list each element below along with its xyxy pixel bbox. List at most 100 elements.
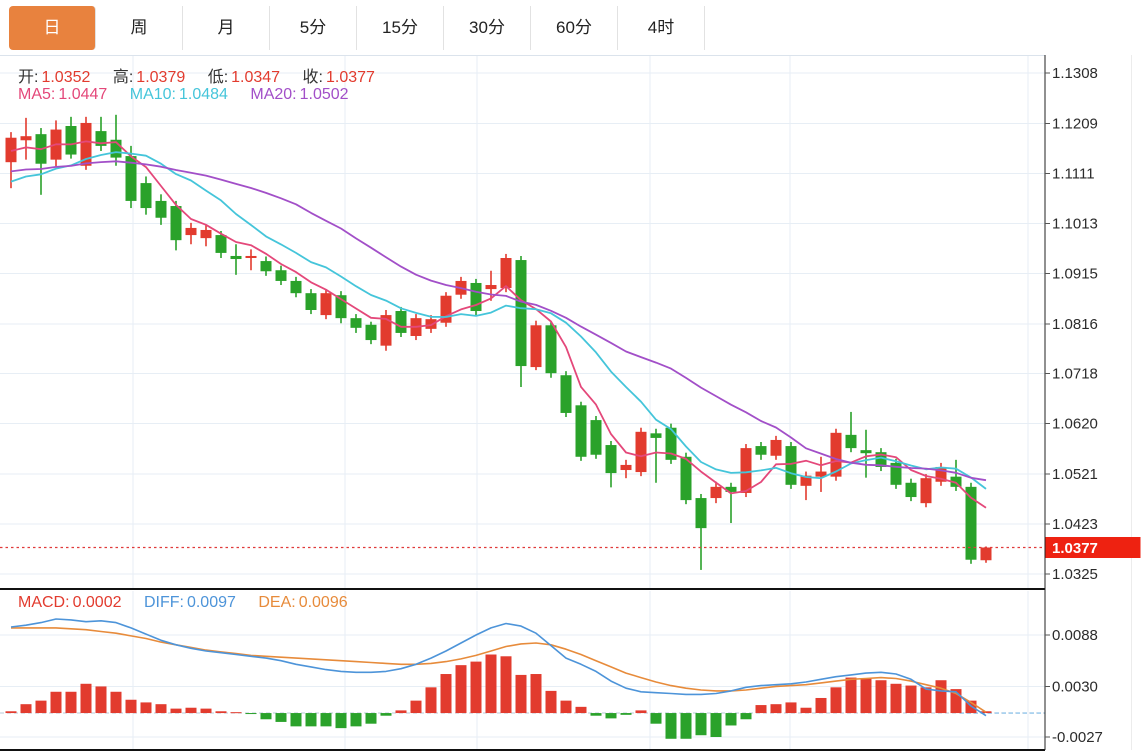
candle-body bbox=[290, 280, 302, 294]
candle-body bbox=[875, 452, 887, 467]
macd-bar bbox=[815, 697, 827, 714]
macd-lines bbox=[10, 618, 987, 717]
candle-body bbox=[425, 319, 437, 329]
candle-body bbox=[860, 450, 872, 454]
candle-body bbox=[545, 325, 557, 374]
candle-body bbox=[185, 227, 197, 236]
candle-body bbox=[830, 432, 842, 477]
candle-body bbox=[125, 156, 137, 201]
candle-body bbox=[755, 446, 767, 455]
candle-body bbox=[215, 235, 227, 253]
candle-body bbox=[770, 439, 782, 456]
macd-bar bbox=[245, 713, 257, 715]
candle-body bbox=[575, 405, 587, 457]
macd-bar bbox=[125, 699, 137, 714]
axis-tick-label: 1.0816 bbox=[1052, 316, 1098, 333]
macd-bar bbox=[140, 702, 152, 714]
candle-body bbox=[275, 270, 287, 281]
candle-body bbox=[500, 258, 512, 289]
candle-body bbox=[320, 293, 332, 316]
macd-bar bbox=[350, 713, 362, 727]
gridlines bbox=[0, 55, 1045, 749]
macd-bar bbox=[695, 713, 707, 736]
candle-body bbox=[560, 375, 572, 413]
macd-bar bbox=[710, 713, 722, 737]
macd-bar bbox=[110, 691, 122, 714]
axis-tick-label: 1.0620 bbox=[1052, 416, 1098, 433]
candle-body bbox=[530, 325, 542, 368]
axis-tick-label: 1.1209 bbox=[1052, 115, 1098, 132]
macd-bar bbox=[320, 713, 332, 727]
candle-body bbox=[725, 486, 737, 492]
macd-bar bbox=[890, 683, 902, 714]
candle-body bbox=[80, 122, 92, 166]
candle-body bbox=[140, 183, 152, 209]
tab-60分[interactable]: 60分 bbox=[531, 5, 618, 50]
macd-bar bbox=[155, 704, 167, 714]
candle-body bbox=[440, 295, 452, 323]
tab-周[interactable]: 周 bbox=[96, 5, 183, 50]
macd-bar bbox=[440, 674, 452, 714]
macd-bar bbox=[260, 713, 272, 720]
current-price-badge: 1.0377 bbox=[1045, 536, 1141, 558]
macd-bar bbox=[845, 677, 857, 714]
candle-body bbox=[365, 324, 377, 341]
macd-bar bbox=[680, 713, 692, 739]
macd-bar bbox=[755, 705, 767, 714]
macd-bar bbox=[650, 713, 662, 724]
axis-tick-label: 1.0423 bbox=[1052, 516, 1098, 533]
candle-body bbox=[800, 475, 812, 486]
ma-lines bbox=[10, 140, 987, 509]
axis-tick-label: 1.0521 bbox=[1052, 466, 1098, 483]
macd-bar bbox=[425, 687, 437, 714]
macd-bar bbox=[725, 713, 737, 726]
chart-canvas[interactable]: 1.1308 1.1209 1.1111 1.1013 1.0915 1.0816 1.07… bbox=[0, 55, 1142, 755]
candle-body bbox=[395, 311, 407, 333]
candle-body bbox=[245, 255, 257, 259]
macd-histogram bbox=[5, 654, 992, 739]
axis-tick-label: 1.1013 bbox=[1052, 215, 1098, 232]
macd-bar bbox=[230, 712, 242, 714]
candle-body bbox=[380, 315, 392, 346]
tab-15分[interactable]: 15分 bbox=[357, 5, 444, 50]
tab-4时[interactable]: 4时 bbox=[618, 5, 705, 50]
candle-body bbox=[815, 471, 827, 477]
diff-line bbox=[10, 618, 987, 717]
tab-日[interactable]: 日 bbox=[9, 5, 96, 50]
candle-body bbox=[905, 482, 917, 498]
macd-bar bbox=[935, 680, 947, 714]
candle-body bbox=[890, 462, 902, 485]
macd-bar bbox=[545, 690, 557, 714]
candle-body bbox=[695, 498, 707, 529]
candles bbox=[5, 114, 992, 570]
candle-body bbox=[515, 260, 527, 367]
candle-body bbox=[470, 282, 482, 312]
tab-月[interactable]: 月 bbox=[183, 5, 270, 50]
macd-bar bbox=[530, 674, 542, 714]
candle-body bbox=[845, 434, 857, 449]
macd-bar bbox=[50, 691, 62, 714]
macd-bar bbox=[830, 687, 842, 714]
macd-bar bbox=[605, 713, 617, 719]
macd-bar bbox=[290, 713, 302, 727]
axis-labels: 1.1308 1.1209 1.1111 1.1013 1.0915 1.0816 1.07… bbox=[1045, 65, 1103, 746]
macd-bar bbox=[785, 702, 797, 714]
candle-body bbox=[95, 131, 107, 146]
candle-body bbox=[335, 295, 347, 319]
axis-tick-label: 1.1308 bbox=[1052, 65, 1098, 82]
macd-bar bbox=[335, 713, 347, 729]
tab-30分[interactable]: 30分 bbox=[444, 5, 531, 50]
macd-bar bbox=[770, 704, 782, 714]
axis-tick-label: 1.0325 bbox=[1052, 566, 1098, 583]
candle-body bbox=[710, 486, 722, 499]
macd-bar bbox=[275, 713, 287, 722]
axis-tick-label: 0.0088 bbox=[1052, 627, 1098, 644]
macd-bar bbox=[35, 700, 47, 714]
macd-bar bbox=[65, 691, 77, 714]
candle-body bbox=[155, 200, 167, 218]
candle-body bbox=[5, 137, 17, 163]
macd-bar bbox=[590, 713, 602, 716]
macd-bar bbox=[170, 708, 182, 714]
tab-5分[interactable]: 5分 bbox=[270, 5, 357, 50]
candle-body bbox=[485, 285, 497, 290]
